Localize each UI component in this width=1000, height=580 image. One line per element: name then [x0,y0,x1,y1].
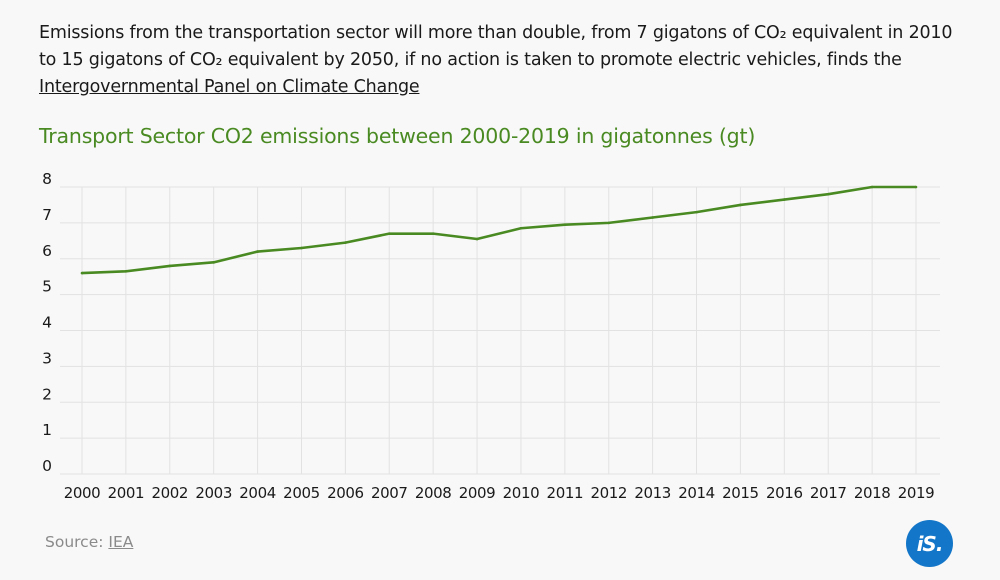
data-point [300,246,303,250]
x-tick-label: 2012 [590,484,627,502]
ipcc-link[interactable]: Intergovernmental Panel on Climate Chang… [39,77,420,97]
data-point [387,232,391,235]
source-link[interactable]: IEA [108,533,134,551]
x-tick-label: 2000 [64,484,101,502]
y-tick-label: 7 [42,206,52,224]
y-tick-label: 6 [42,242,52,260]
y-tick-label: 3 [42,349,52,367]
x-tick-label: 2007 [371,484,408,502]
x-tick-label: 2006 [327,484,364,502]
brand-logo[interactable]: iS. [906,520,953,567]
grid-layer [60,186,940,475]
x-tick-label: 2015 [722,484,759,502]
data-point [124,270,128,273]
x-tick-label: 2016 [766,484,803,502]
data-point [344,241,347,244]
x-axis-ticks: 2000 2001 2002 2003 2004 2005 2006 2007 2008 2009… [64,484,935,502]
x-tick-label: 2019 [898,484,935,502]
data-point [651,216,654,219]
x-tick-label: 2002 [152,484,189,502]
intro-paragraph: Emissions from the transportation sector… [39,20,969,101]
x-tick-label: 2004 [239,484,276,502]
data-point [80,271,84,275]
series-layer [80,185,918,275]
y-tick-label: 0 [42,457,52,475]
x-tick-label: 2014 [678,484,715,502]
logo-text: iS. [916,531,944,556]
series-line [81,185,916,275]
data-point [695,210,698,214]
chart-title: Transport Sector CO2 emissions between 2… [39,124,756,148]
y-tick-label: 1 [42,421,52,439]
data-point [607,221,611,225]
x-tick-label: 2003 [195,484,232,502]
x-tick-label: 2001 [108,484,145,502]
x-tick-label: 2010 [503,484,540,502]
y-axis-ticks: 0 1 2 3 4 5 6 7 8 [42,170,52,475]
y-tick-label: 8 [42,170,52,188]
source-line: Source: IEA [45,533,133,551]
data-point [914,185,918,189]
x-tick-label: 2008 [415,484,452,502]
x-tick-label: 2009 [459,484,496,502]
data-point [783,198,786,201]
x-tick-label: 2017 [810,484,847,502]
x-tick-label: 2013 [634,484,671,502]
data-point [563,223,567,226]
data-point [431,232,435,235]
data-point [256,250,259,253]
source-label: Source: [45,533,104,551]
intro-text: Emissions from the transportation sector… [39,23,953,70]
data-point [168,264,172,268]
x-tick-label: 2005 [283,484,320,502]
data-point [519,226,523,230]
data-point [475,237,479,241]
y-tick-label: 4 [42,314,52,332]
data-point [212,261,215,264]
y-tick-label: 2 [42,385,52,403]
x-tick-label: 2018 [854,484,891,502]
x-tick-label: 2011 [547,484,584,502]
y-tick-label: 5 [42,278,52,296]
data-point [739,203,742,207]
data-point [870,185,874,189]
data-point [826,192,830,196]
